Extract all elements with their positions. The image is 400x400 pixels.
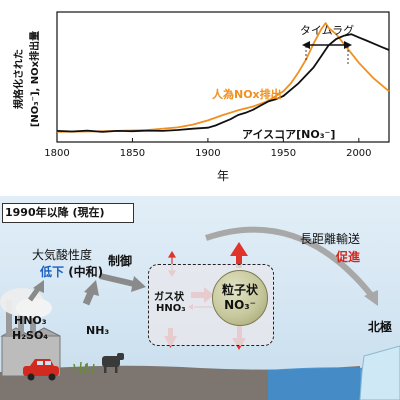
nh3-arrow [82,280,99,306]
particle-nitrate: 粒子状 NO₃⁻ [212,270,268,326]
car-icon [23,359,59,381]
x-axis-label: 年 [217,169,229,183]
gas-label-line1: ガス状 [154,292,184,303]
section-title: 1990年以降 (現在) [2,203,134,223]
timelag-annotation: タイムラグ [300,23,354,66]
grass-icon [73,361,95,375]
transport-promoted-label: 促進 [336,250,361,264]
ocean [268,367,368,400]
cow-icon [102,353,124,373]
hno3-label: HNO₃ [14,314,47,327]
line-chart: 1800 1850 1900 1950 2000 年 タイムラグ 人為NOx排出 アイス… [44,11,390,183]
acidity-label: 大気酸性度 [32,248,93,262]
x-tick-label: 1800 [44,148,69,159]
series-lines [56,22,390,133]
timelag-arrow-head-left [302,41,310,49]
transport-label: 長距離輸送 [300,232,361,246]
black-series-line [56,33,390,133]
transport-arrow [205,226,378,306]
x-tick-label: 2000 [346,148,371,159]
x-axis-ticks: 1800 1850 1900 1950 2000 [44,138,372,159]
y-axis-label-line1: 規格化された [12,49,25,109]
nh3-label: NH₃ [86,324,110,337]
arctic-ice [359,345,400,400]
x-tick-label: 1950 [271,148,296,159]
orange-series-label: 人為NOx排出 [212,87,282,101]
particle-label-line1: 粒子状 [221,283,258,297]
h2so4-label: H₂SO₄ [12,329,49,342]
timelag-arrow-head-right [344,41,352,49]
control-arrow [99,273,146,292]
x-tick-label: 1850 [120,148,145,159]
gas-label-line2: HNO₃ [156,303,186,314]
particle-label-line2: NO₃⁻ [224,298,256,312]
y-axis-label: 規格化された [NO₃⁻], NOx排出量 [12,31,41,127]
x-tick-label: 1900 [195,148,220,159]
acidity-down-label: 低下 [40,265,65,279]
arctic-label: 北極 [368,320,393,334]
acidity-change: 低下 (中和) [40,263,103,280]
orange-series-line [56,22,390,133]
timelag-label: タイムラグ [300,23,354,37]
emission-arrow [27,280,44,302]
acidity-cause-label: (中和) [64,265,104,279]
black-series-label: アイスコア[NO₃⁻] [242,128,335,141]
y-axis-label-line2: [NO₃⁻], NOx排出量 [28,31,41,127]
control-label: 制御 [108,254,133,268]
particle-up-arrow [230,242,248,268]
plot-frame [56,11,390,143]
